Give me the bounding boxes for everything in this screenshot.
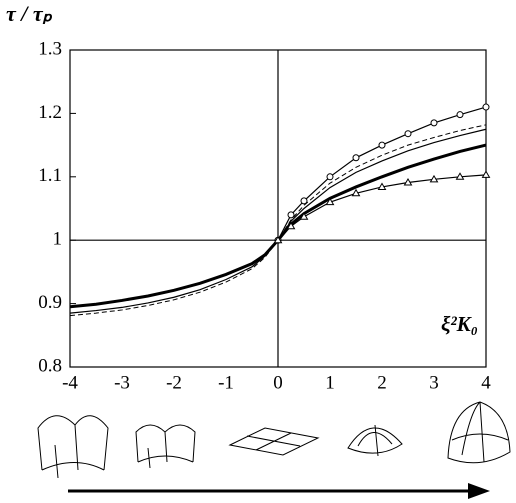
series-line [277, 174, 487, 241]
y-tick-label: 1 [53, 229, 63, 250]
saddle-icon [37, 415, 109, 479]
triangle-marker [351, 188, 361, 197]
x-axis-label: ξ²K₀ [441, 312, 478, 336]
arrow-head [468, 483, 490, 499]
triangle-marker [273, 235, 283, 244]
y-axis-label: τ / τₚ [6, 1, 53, 26]
dome-icon [347, 424, 403, 457]
circle-marker [326, 173, 334, 181]
x-tick-label: -4 [62, 372, 78, 393]
triangle-marker [455, 172, 465, 180]
y-tick-label: 0.9 [38, 292, 62, 313]
x-tick-label: 0 [273, 372, 283, 393]
triangle-marker [429, 174, 439, 183]
circle-marker [287, 211, 295, 219]
x-tick-label: 1 [325, 372, 335, 393]
triangle-marker [377, 182, 387, 190]
flat-icon [228, 427, 320, 456]
circle-marker [456, 111, 464, 119]
y-tick-label: 1.2 [38, 102, 62, 123]
x-tick-label: 3 [429, 372, 439, 393]
circle-marker [300, 197, 308, 205]
x-tick-label: -3 [114, 372, 130, 393]
triangle-marker [286, 221, 296, 230]
y-tick-label: 1.3 [38, 38, 62, 59]
triangle-marker [403, 178, 413, 186]
x-tick-label: 4 [481, 372, 491, 393]
triangle-marker [325, 197, 335, 206]
triangle-marker [481, 170, 491, 178]
shape-icons [37, 401, 511, 479]
circle-marker [378, 141, 386, 149]
triangle-marker [299, 212, 309, 220]
circle-marker [352, 154, 360, 162]
series-line [277, 106, 487, 241]
circle-marker [404, 130, 412, 138]
circle-marker [482, 103, 490, 111]
circle-marker [430, 119, 438, 127]
x-tick-label: 2 [377, 372, 387, 393]
x-tick-label: -1 [218, 372, 234, 393]
dome-icon [447, 401, 511, 464]
y-tick-label: 0.8 [38, 355, 62, 376]
y-tick-label: 1.1 [38, 165, 62, 186]
saddle-icon [135, 424, 196, 469]
x-tick-label: -2 [166, 372, 182, 393]
